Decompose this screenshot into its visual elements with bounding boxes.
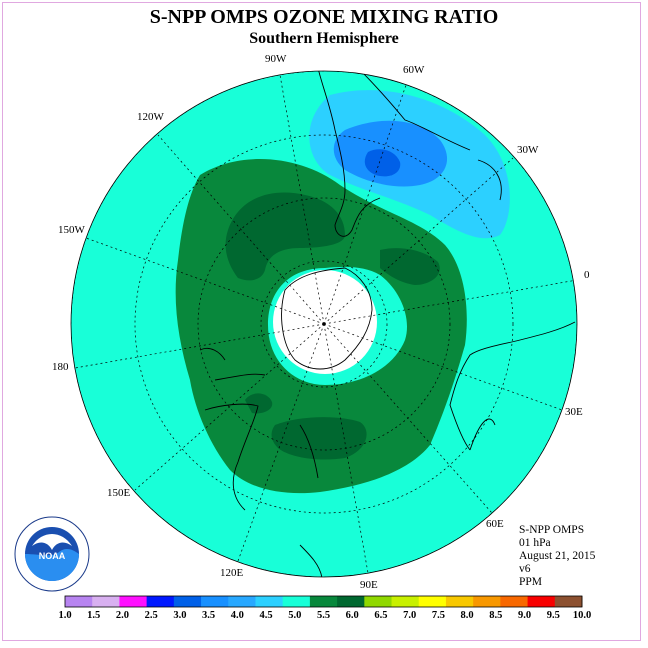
lon-label-60w: 60W [403, 64, 425, 76]
colorbar-tick-label: 2.5 [145, 610, 158, 620]
info-level: 01 hPa [519, 537, 551, 549]
colorbar-swatch [201, 596, 229, 607]
colorbar-tick-label: 4.5 [259, 610, 272, 620]
noaa-logo: NOAA [14, 516, 90, 592]
ozone-low-blue-core [364, 149, 401, 177]
colorbar-tick-label: 4.0 [231, 610, 244, 620]
ozone-high-patch-1 [225, 192, 345, 281]
colorbar-swatch [527, 596, 556, 607]
colorbar-tick-label: 8.0 [461, 610, 474, 620]
colorbar-swatch [500, 596, 529, 607]
south-pole-marker [322, 322, 326, 326]
coastlines [199, 71, 576, 577]
colorbar-swatch [173, 596, 202, 607]
lon-label-0: 0 [584, 269, 590, 281]
info-panel: S-NPP OMPS 01 hPa August 21, 2015 v6 PPM [519, 524, 595, 589]
colorbar-swatch [146, 596, 175, 607]
lon-label-60e: 60E [486, 518, 504, 530]
colorbar-tick-label: 2.0 [116, 610, 129, 620]
colorbar-tick-label: 8.5 [489, 610, 502, 620]
colorbar-tick-label: 3.5 [202, 610, 215, 620]
colorbar-tick-label: 3.0 [173, 610, 186, 620]
ozone-high-patch-3 [271, 417, 367, 460]
colorbar: 1.0 1.5 2.0 2.5 3.0 3.5 4.0 4.5 5.0 5.5 6.0 6.5 7.0 7… [58, 595, 591, 620]
lon-label-90e: 90E [360, 579, 378, 591]
colorbar-tick-label: 6.0 [346, 610, 359, 620]
colorbar-tick-label: 10.0 [573, 610, 591, 620]
map-subtitle: Southern Hemisphere [249, 30, 399, 47]
map-title: S-NPP OMPS OZONE MIXING RATIO [149, 6, 499, 28]
map-boundary [70, 70, 578, 578]
colorbar-swatch [255, 596, 284, 607]
colorbar-swatch [65, 596, 93, 607]
colorbar-swatch [309, 596, 338, 607]
logo-wordmark: NOAA [39, 551, 66, 561]
graticule [71, 71, 577, 577]
lon-label-120w: 120W [137, 111, 165, 123]
colorbar-swatch [92, 596, 120, 607]
plot-frame [2, 2, 641, 641]
colorbar-frame [64, 595, 583, 608]
lon-label-30e: 30E [565, 406, 583, 418]
colorbar-swatch [282, 596, 311, 607]
ozone-high-patch-4 [245, 393, 273, 414]
lon-label-90w: 90W [265, 53, 287, 65]
colorbar-tick-label: 5.5 [317, 610, 330, 620]
colorbar-swatch [337, 596, 365, 607]
colorbar-tick-label: 5.0 [288, 610, 301, 620]
colorbar-tick-label: 1.5 [87, 610, 100, 620]
colorbar-swatch [391, 596, 420, 607]
ozone-high-patch-2 [380, 248, 440, 285]
lon-label-150e: 150E [107, 487, 131, 499]
colorbar-swatch [228, 596, 256, 607]
colorbar-swatch [364, 596, 393, 607]
colorbar-swatch [119, 596, 148, 607]
colorbar-swatch [554, 596, 583, 607]
colorbar-tick-label: 6.5 [374, 610, 387, 620]
info-instrument: S-NPP OMPS [519, 524, 585, 536]
colorbar-swatch [445, 596, 474, 607]
lon-label-150w: 150W [58, 224, 86, 236]
info-units: PPM [519, 576, 543, 588]
info-version: v6 [519, 563, 531, 575]
info-date: August 21, 2015 [519, 550, 596, 562]
colorbar-tick-label: 1.0 [58, 610, 71, 620]
lon-label-30w: 30W [517, 144, 539, 156]
colorbar-swatch [418, 596, 447, 607]
colorbar-swatch [473, 596, 501, 607]
lon-label-120e: 120E [220, 567, 244, 579]
colorbar-tick-label: 9.5 [547, 610, 560, 620]
polar-data-hole [273, 270, 377, 374]
colorbar-tick-label: 9.0 [518, 610, 531, 620]
colorbar-tick-label: 7.0 [403, 610, 416, 620]
lon-label-180: 180 [52, 361, 69, 373]
colorbar-tick-label: 7.5 [432, 610, 445, 620]
